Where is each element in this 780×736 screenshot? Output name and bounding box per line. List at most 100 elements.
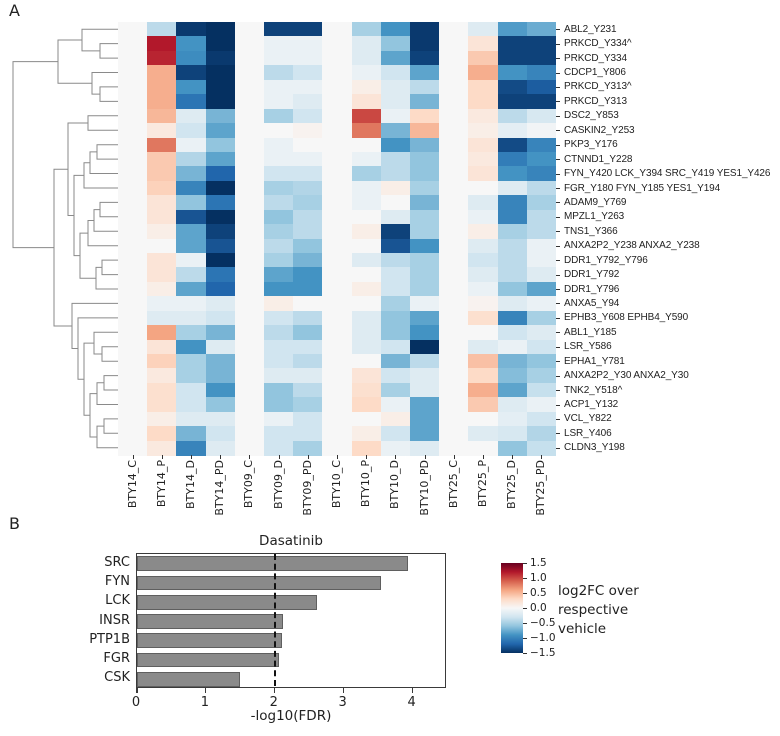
- heatmap-cell: [497, 281, 528, 297]
- heatmap-cell: [205, 368, 236, 384]
- heatmap-cell: [118, 368, 148, 384]
- heatmap-cell: [351, 79, 382, 95]
- heatmap-cell: [293, 22, 323, 37]
- heatmap-cell: [205, 180, 236, 196]
- heatmap-cell: [176, 180, 207, 196]
- heatmap-cell: [468, 267, 499, 283]
- heatmap-row-label: FYN_Y420 LCK_Y394 SRC_Y419 YES1_Y426: [564, 168, 771, 179]
- heatmap-cell: [147, 50, 177, 66]
- heatmap-cell: [380, 296, 411, 312]
- heatmap-cell: [234, 339, 265, 355]
- row-tick-mark: [556, 43, 560, 45]
- heatmap-cell: [439, 108, 469, 124]
- heatmap-cell: [526, 65, 557, 81]
- heatmap-cell: [351, 411, 382, 427]
- heatmap-cell: [118, 224, 148, 240]
- heatmap-cell: [205, 94, 236, 110]
- heatmap-cell: [147, 151, 177, 167]
- heatmap-cell: [205, 267, 236, 283]
- heatmap-cell: [264, 296, 294, 312]
- colorbar-tick-label: −1.0: [530, 632, 556, 644]
- heatmap-cell: [322, 36, 353, 52]
- heatmap-cell: [439, 50, 469, 66]
- heatmap-cell: [497, 397, 528, 413]
- heatmap-cell: [380, 325, 411, 341]
- heatmap-cell: [293, 50, 323, 66]
- heatmap-cell: [205, 238, 236, 254]
- heatmap-cell: [439, 426, 469, 442]
- heatmap-cell: [176, 209, 207, 225]
- heatmap-cell: [380, 354, 411, 369]
- heatmap-cell: [293, 339, 323, 355]
- heatmap-cell: [497, 224, 528, 240]
- heatmap-cell: [468, 79, 499, 95]
- heatmap-cell: [526, 368, 557, 384]
- heatmap-cell: [293, 252, 323, 268]
- heatmap-cell: [380, 310, 411, 326]
- heatmap-cell: [118, 36, 148, 52]
- heatmap-cell: [118, 94, 148, 110]
- heatmap-cell: [293, 79, 323, 95]
- heatmap-cell: [497, 65, 528, 81]
- heatmap-cell: [147, 137, 177, 153]
- heatmap-cell: [234, 426, 265, 442]
- heatmap-row-label: EPHB3_Y608 EPHB4_Y590: [564, 312, 689, 324]
- heatmap-cell: [526, 339, 557, 355]
- heatmap-cell: [234, 209, 265, 225]
- bar: [137, 594, 317, 610]
- heatmap-cell: [439, 36, 469, 52]
- colorbar-tick-label: 0.5: [530, 587, 547, 599]
- heatmap-row-label: CDCP1_Y806: [564, 67, 626, 78]
- heatmap-cell: [439, 209, 469, 225]
- heatmap-cell: [410, 310, 440, 326]
- heatmap-cell: [439, 123, 469, 138]
- heatmap-cell: [205, 224, 236, 240]
- heatmap-cell: [322, 123, 353, 138]
- heatmap-cell: [293, 224, 323, 240]
- bar-x-tick-mark: [411, 688, 414, 693]
- heatmap-cell: [526, 137, 557, 153]
- heatmap-cell: [322, 382, 353, 398]
- heatmap-cell: [205, 354, 236, 369]
- bar-chart-x-axis-label: -log10(FDR): [250, 708, 332, 724]
- heatmap-cell: [410, 79, 440, 95]
- heatmap-cell: [410, 94, 440, 110]
- heatmap-cell: [410, 224, 440, 240]
- heatmap-cell: [322, 50, 353, 66]
- heatmap-cell: [264, 36, 294, 52]
- heatmap-cell: [526, 281, 557, 297]
- heatmap-cell: [497, 50, 528, 66]
- heatmap-cell: [293, 65, 323, 81]
- heatmap-cell: [380, 94, 411, 110]
- heatmap-cell: [380, 368, 411, 384]
- heatmap-cell: [118, 382, 148, 398]
- bar-x-tick-label: 0: [131, 695, 141, 710]
- heatmap-row-label: ANXA2P2_Y238 ANXA2_Y238: [564, 240, 700, 252]
- heatmap-cell: [234, 440, 265, 456]
- bar-x-tick-mark: [136, 688, 138, 693]
- heatmap-cell: [468, 382, 499, 398]
- heatmap-cell: [118, 79, 148, 95]
- heatmap-cell: [439, 368, 469, 384]
- heatmap-cell: [118, 180, 148, 196]
- heatmap-cell: [410, 36, 440, 52]
- heatmap-cell: [118, 252, 148, 268]
- heatmap-cell: [147, 296, 177, 312]
- row-tick-mark: [556, 115, 560, 117]
- heatmap-cell: [234, 123, 265, 138]
- heatmap-cell: [351, 166, 382, 182]
- heatmap-cell: [468, 50, 499, 66]
- heatmap-cell: [468, 209, 499, 225]
- heatmap-cell: [439, 310, 469, 326]
- heatmap-cell: [205, 325, 236, 341]
- heatmap-cell: [380, 137, 411, 153]
- column-tick-mark: [220, 455, 222, 459]
- heatmap-cell: [234, 166, 265, 182]
- heatmap-cell: [322, 151, 353, 167]
- column-tick-mark: [424, 455, 426, 459]
- bar-y-label: FGR: [103, 651, 130, 667]
- heatmap-cell: [205, 296, 236, 312]
- bar-y-label: SRC: [104, 554, 130, 570]
- heatmap-cell: [468, 65, 499, 81]
